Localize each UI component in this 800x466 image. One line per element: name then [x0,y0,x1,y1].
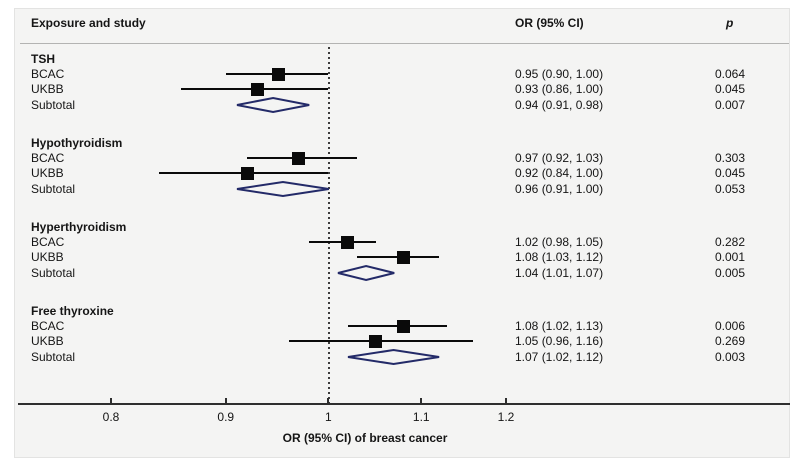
or-ci-value: 1.08 (1.03, 1.12) [515,250,604,264]
p-value: 0.045 [715,82,746,96]
or-ci-value: 1.08 (1.02, 1.13) [515,319,604,333]
or-ci-value: 1.05 (0.96, 1.16) [515,334,604,348]
or-ci-value: 0.96 (0.91, 1.00) [515,182,604,196]
subtotal-diamond [337,264,395,282]
p-value: 0.053 [715,182,746,196]
point-estimate-marker [396,250,410,264]
axis-tick-label: 1.1 [412,410,430,424]
point-estimate-marker [292,151,306,165]
p-value: 0.064 [715,67,746,81]
row-label: UKBB [31,82,64,96]
column-header-exposure: Exposure and study [31,16,146,30]
or-ci-value: 0.92 (0.84, 1.00) [515,166,604,180]
p-value: 0.005 [715,266,746,280]
p-value: 0.269 [715,334,746,348]
forest-plot-panel: Exposure and study OR (95% CI) p TSH BCAC… [14,8,790,458]
axis-tick [505,398,507,404]
or-ci-value: 1.04 (1.01, 1.07) [515,266,604,280]
row-label: BCAC [31,235,65,249]
or-ci-value: 0.95 (0.90, 1.00) [515,67,604,81]
row-label: Subtotal [31,350,76,364]
subtotal-diamond [347,348,439,366]
point-estimate-marker [251,82,265,96]
x-axis-title: OR (95% CI) of breast cancer [282,431,448,445]
p-value: 0.282 [715,235,746,249]
or-ci-value: 1.07 (1.02, 1.12) [515,350,604,364]
axis-tick-label: 1 [325,410,332,424]
point-estimate-marker [341,235,355,249]
or-ci-value: 0.93 (0.86, 1.00) [515,82,604,96]
or-ci-value: 1.02 (0.98, 1.05) [515,235,604,249]
row-label: BCAC [31,319,65,333]
group-label: TSH [31,52,55,66]
row-label: BCAC [31,67,65,81]
column-header-or: OR (95% CI) [515,16,584,30]
axis-tick [327,398,330,404]
row-label: UKBB [31,250,64,264]
p-value: 0.003 [715,350,746,364]
p-value: 0.001 [715,250,746,264]
group-label: Hypothyroidism [31,136,123,150]
subtotal-diamond [236,180,329,198]
or-ci-value: 0.94 (0.91, 0.98) [515,98,604,112]
axis-tick [420,398,423,404]
point-estimate-marker [396,319,410,333]
row-label: Subtotal [31,266,76,280]
row-label: Subtotal [31,98,76,112]
subtotal-diamond [236,96,309,114]
axis-tick-label: 0.9 [217,410,235,424]
row-label: BCAC [31,151,65,165]
group-label: Free thyroxine [31,304,114,318]
header-separator [20,43,789,44]
column-header-p: p [726,16,734,30]
axis-tick-label: 0.8 [102,410,120,424]
axis-tick [224,398,227,404]
point-estimate-marker [240,166,254,180]
group-label: Hyperthyroidism [31,220,127,234]
p-value: 0.007 [715,98,746,112]
point-estimate-marker [271,67,285,81]
row-label: Subtotal [31,182,76,196]
reference-line [328,47,330,404]
row-label: UKBB [31,166,64,180]
p-value: 0.006 [715,319,746,333]
row-label: UKBB [31,334,64,348]
axis-tick [110,398,112,404]
x-axis-line [18,403,790,405]
point-estimate-marker [369,334,383,348]
p-value: 0.045 [715,166,746,180]
p-value: 0.303 [715,151,746,165]
or-ci-value: 0.97 (0.92, 1.03) [515,151,604,165]
axis-tick-label: 1.2 [497,410,515,424]
